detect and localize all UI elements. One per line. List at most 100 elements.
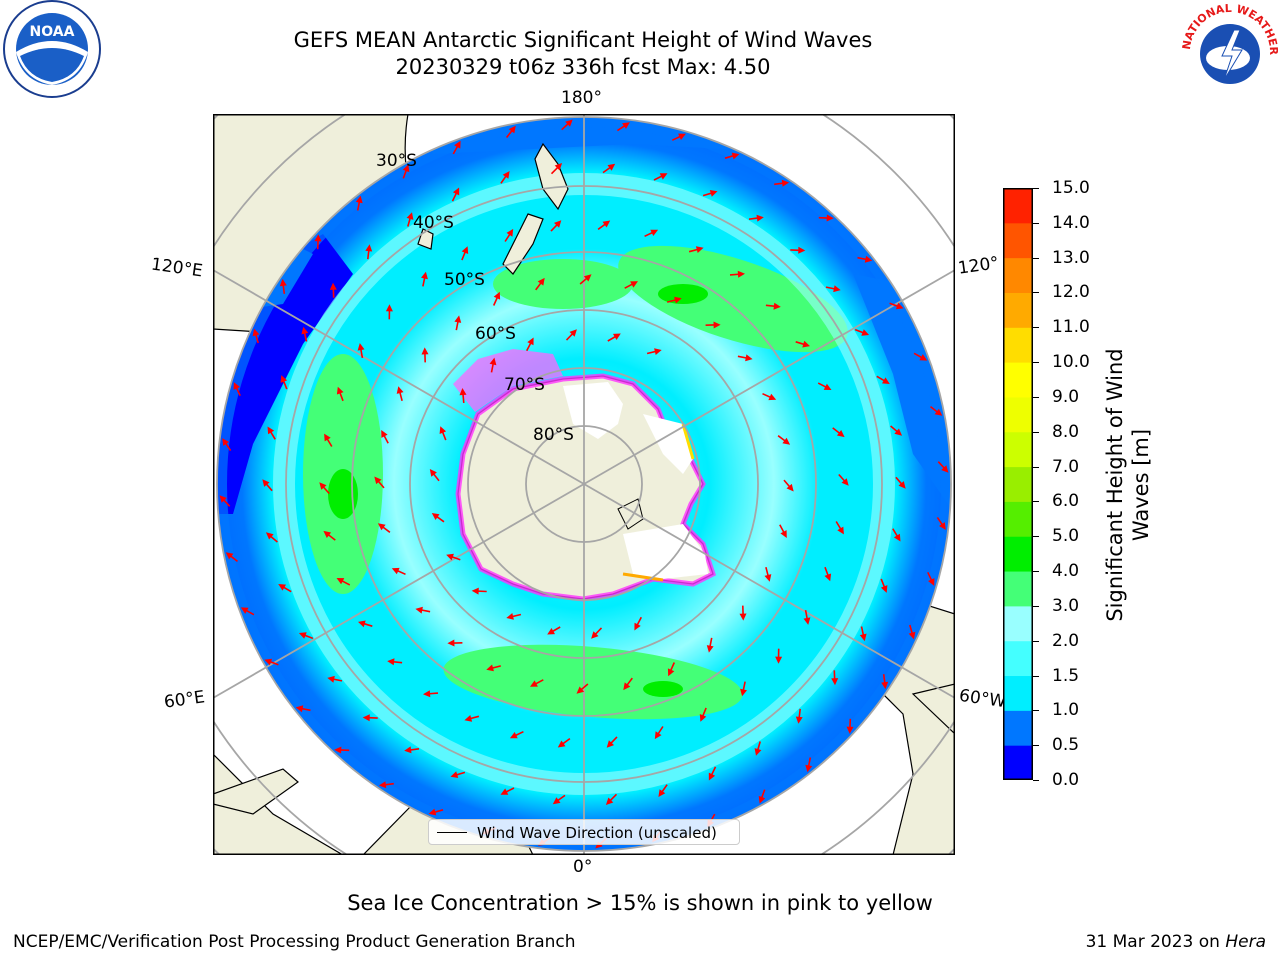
colorbar-tick-label: 10.0: [1052, 352, 1090, 373]
direction-arrow-head: [658, 789, 666, 797]
direction-arrow-head: [396, 386, 404, 394]
direction-arrow-head: [509, 732, 518, 739]
colorbar-tick-label: 11.0: [1052, 317, 1090, 338]
colorbar-segment: [1003, 431, 1033, 468]
direction-arrow-head: [709, 190, 718, 197]
direction-arrow-head: [552, 797, 561, 805]
direction-arrow-head: [576, 686, 585, 694]
direction-arrow-head: [602, 220, 611, 228]
direction-arrow-head: [859, 633, 867, 642]
direction-arrow-head: [385, 304, 393, 312]
direction-arrow-head: [837, 526, 844, 535]
colorbar-tick-label: 8.0: [1052, 421, 1080, 442]
direction-arrow-head: [464, 715, 473, 722]
direction-arrow-head: [365, 244, 373, 252]
direction-arrow-head: [941, 465, 949, 473]
direction-arrow-head: [461, 246, 469, 254]
direction-arrow-head: [336, 386, 344, 395]
direction-arrow-head: [279, 278, 287, 287]
direction-arrow-head: [781, 179, 790, 187]
colorbar-tick-mark: [1033, 431, 1039, 433]
lat-label-30s: 30°S: [376, 151, 417, 171]
direction-arrow-head: [358, 620, 366, 628]
direction-arrow-head: [415, 606, 423, 614]
colorbar-tick-mark: [1033, 675, 1039, 677]
lat-label-70s: 70°S: [504, 375, 545, 395]
direction-arrow-head: [265, 532, 274, 540]
colorbar-tick-label: 1.5: [1052, 665, 1080, 686]
direction-arrow-head: [278, 584, 286, 591]
colorbar-tick-label: 3.0: [1052, 595, 1080, 616]
direction-arrow-head: [554, 220, 562, 228]
direction-arrow-head: [898, 481, 906, 489]
direction-arrow-head: [357, 343, 365, 351]
direction-arrow-head: [613, 333, 621, 340]
direction-arrow-head: [319, 482, 327, 490]
direction-arrow-head: [374, 476, 382, 485]
direction-arrow-head: [831, 678, 839, 686]
direction-arrow-head: [823, 383, 832, 390]
colorbar-tick-mark: [1033, 188, 1039, 189]
direction-arrow-head: [264, 658, 273, 666]
direction-arrow-head: [233, 382, 240, 390]
colorbar: [1003, 188, 1033, 780]
lon-label-120e: 120°E: [149, 254, 204, 282]
direction-arrow-head: [323, 530, 332, 538]
direction-arrow-head: [583, 274, 592, 282]
colorbar-tick-label: 14.0: [1052, 212, 1090, 233]
legend-label: Wind Wave Direction (unscaled): [477, 824, 717, 842]
direction-arrow-head: [623, 682, 631, 691]
direction-arrow-head: [622, 122, 630, 129]
chart-title: GEFS MEAN Antarctic Significant Height o…: [293, 28, 873, 52]
colorbar-tick-mark: [1033, 710, 1039, 712]
chart-subtitle: 20230329 t06z 336h fcst Max: 4.50: [395, 55, 771, 79]
colorbar-segment: [1003, 292, 1033, 328]
direction-arrow-head: [756, 214, 764, 222]
direction-arrow-head: [795, 716, 803, 724]
colorbar-tick-mark: [1033, 745, 1039, 747]
colorbar-segment: [1003, 710, 1033, 746]
colorbar-tick-label: 7.0: [1052, 456, 1080, 477]
direction-arrow-head: [402, 164, 410, 173]
colorbar-tick-label: 0.5: [1052, 735, 1080, 756]
polar-map: [213, 114, 955, 855]
direction-arrow-head: [377, 523, 386, 531]
colorbar-tick-mark: [1033, 536, 1039, 538]
direction-arrow-head: [219, 495, 227, 503]
lon-label-60e: 60°E: [162, 687, 207, 713]
colorbar-tick-label: 13.0: [1052, 247, 1090, 268]
colorbar-label: Significant Height of Wind Waves [m]: [1103, 348, 1153, 622]
colorbar-segment: [1003, 257, 1033, 293]
direction-arrow-head: [527, 337, 534, 346]
direction-arrow-head: [846, 726, 854, 734]
direction-arrow-head: [537, 277, 545, 286]
direction-arrow-head: [554, 163, 563, 171]
direction-arrow-head: [768, 393, 777, 401]
colorbar-tick-mark: [1033, 257, 1039, 259]
colorbar-segment: [1003, 466, 1033, 502]
colorbar-tick-label: 1.0: [1052, 700, 1080, 721]
direction-arrow-head: [667, 668, 675, 677]
direction-arrow-head: [421, 271, 428, 280]
direction-arrow-head: [506, 228, 514, 237]
direction-arrow-head: [775, 656, 783, 664]
direction-arrow-head: [439, 426, 447, 434]
direction-arrow-head: [489, 357, 497, 366]
direction-arrow-head: [262, 479, 270, 487]
direction-arrow-head: [674, 296, 682, 304]
direction-arrow-head: [530, 680, 538, 687]
direction-arrow-head: [919, 354, 928, 361]
colorbar-segment: [1003, 675, 1033, 711]
direction-arrow-head: [939, 522, 946, 530]
direction-arrow-head: [471, 587, 479, 595]
direction-arrow-head: [764, 574, 772, 582]
direction-arrow-head: [731, 152, 740, 160]
direction-arrow-head: [454, 315, 462, 323]
footer-date-text: 31 Mar 2023 on: [1085, 932, 1226, 952]
direction-arrow-head: [324, 433, 331, 442]
colorbar-segment: [1003, 501, 1033, 537]
svg-text:NOAA: NOAA: [30, 24, 75, 40]
direction-arrow-head: [880, 585, 888, 593]
colorbar-tick-label: 4.0: [1052, 561, 1080, 582]
direction-arrow-head: [659, 173, 668, 180]
